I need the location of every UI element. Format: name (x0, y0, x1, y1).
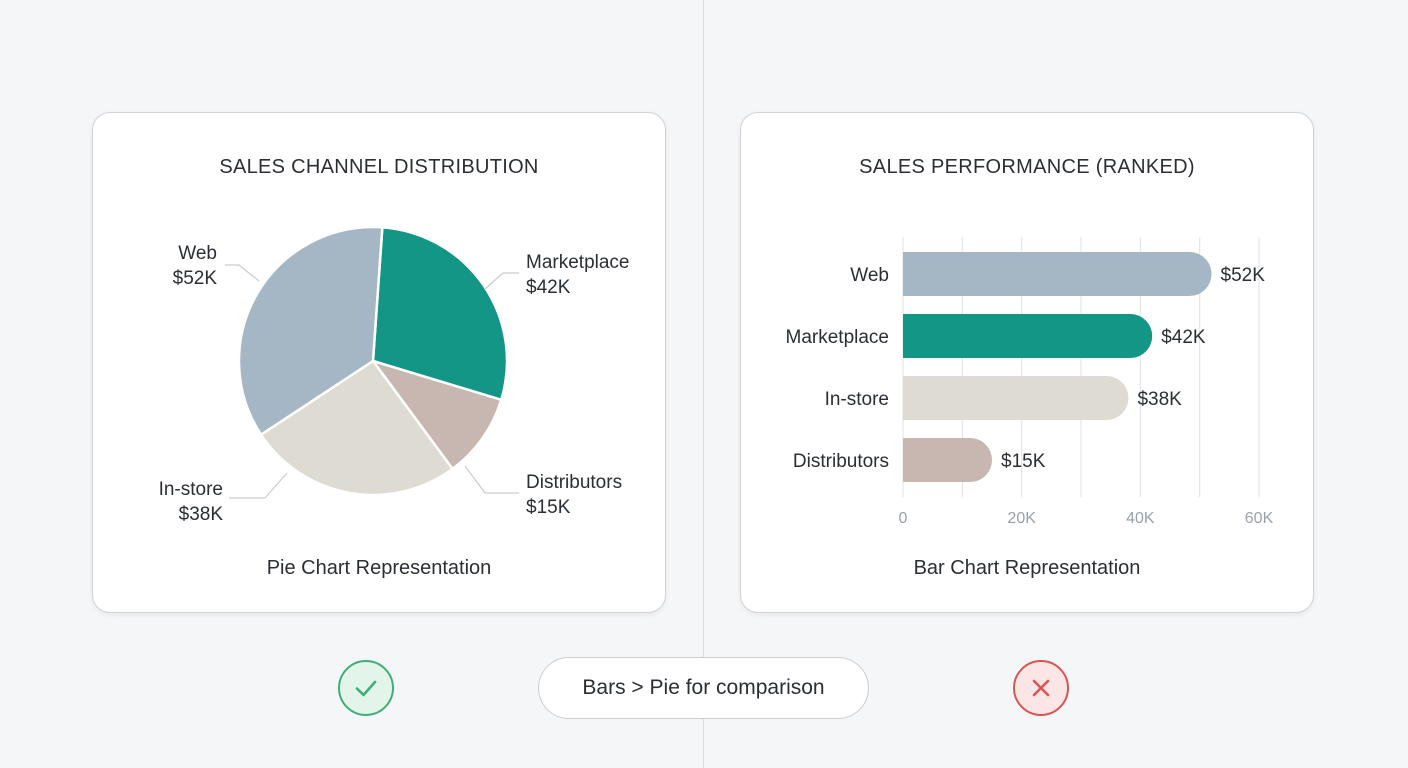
bar-in-store (903, 376, 1129, 420)
bar-category-in-store: In-store (825, 389, 889, 410)
pie-slice-marketplace (371, 225, 509, 402)
bar-value-distributors: $15K (1001, 451, 1046, 472)
bar-value-in-store: $38K (1137, 389, 1182, 410)
bar-value-marketplace: $42K (1161, 327, 1206, 348)
pie-label-distributors: Distributors (526, 472, 622, 493)
pie-slice-distributors (369, 358, 503, 471)
cross-icon (1013, 660, 1069, 716)
center-divider (703, 0, 704, 768)
bar-category-web: Web (850, 265, 889, 286)
pie-leader-marketplace (484, 272, 519, 290)
bar-web (903, 252, 1212, 296)
bar-value-web: $52K (1221, 265, 1266, 286)
pie-value-web: $52K (173, 268, 218, 289)
bar-x-tick: 20K (1007, 510, 1036, 527)
bar-distributors (903, 438, 992, 482)
pie-slice-web (237, 225, 384, 437)
check-icon (338, 660, 394, 716)
bar-marketplace (903, 314, 1153, 358)
pie-value-marketplace: $42K (526, 277, 571, 298)
bar-x-tick: 40K (1126, 510, 1155, 527)
comparison-note: Bars > Pie for comparison (538, 657, 869, 719)
bar-category-marketplace: Marketplace (786, 327, 890, 348)
pie-label-in-store: In-store (159, 479, 223, 500)
bar-chart-card: SALES PERFORMANCE (RANKED) 0 20K 40K 60K Web… (740, 112, 1314, 613)
pie-slice-in-store (259, 359, 455, 497)
pie-label-web: Web (178, 243, 217, 264)
pie-leader-web (225, 264, 260, 282)
bar-chart: 0 20K 40K 60K Web $52K Marketplace $42K In-store… (786, 237, 1274, 527)
bar-chart-caption: Bar Chart Representation (913, 557, 1141, 579)
pie-value-distributors: $15K (526, 497, 571, 518)
pie-value-in-store: $38K (179, 504, 224, 525)
pie-leader-distributors (464, 465, 519, 494)
bar-x-tick: 0 (899, 510, 908, 527)
bar-chart-title: SALES PERFORMANCE (RANKED) (859, 156, 1195, 178)
pie-chart-title: SALES CHANNEL DISTRIBUTION (219, 156, 539, 178)
pie-label-marketplace: Marketplace (526, 252, 630, 273)
pie-leader-in-store (229, 472, 288, 499)
pie-chart-card: SALES CHANNEL DISTRIBUTION Web $52K Market… (92, 112, 666, 613)
pie-chart: Web $52K Marketplace $42K In-store $38K Distri… (159, 225, 630, 525)
bar-category-distributors: Distributors (793, 451, 889, 472)
bar-x-tick: 60K (1245, 510, 1274, 527)
pie-chart-caption: Pie Chart Representation (266, 557, 492, 579)
